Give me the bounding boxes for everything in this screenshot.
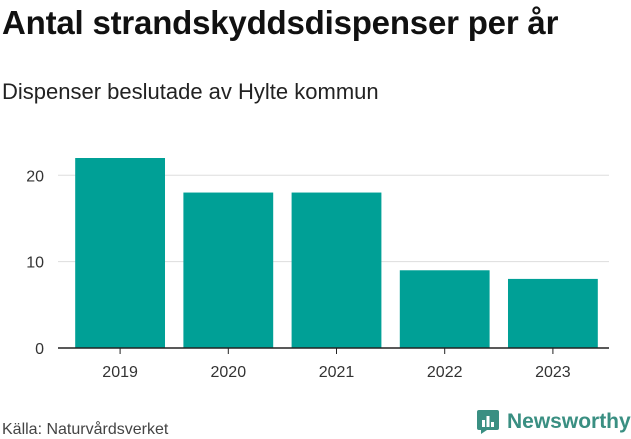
y-tick-label: 20	[26, 168, 44, 185]
source-note: Källa: Naturvårdsverket	[2, 421, 169, 438]
bar	[75, 158, 166, 348]
y-tick-label: 10	[26, 255, 44, 272]
x-tick-label: 2020	[211, 364, 247, 381]
bar	[507, 278, 598, 348]
chart-title: Antal strandskyddsdispenser per år	[2, 4, 559, 41]
x-tick-label: 2019	[102, 364, 138, 381]
x-tick-label: 2022	[427, 364, 463, 381]
chart-subtitle: Dispenser beslutade av Hylte kommun	[2, 79, 379, 104]
brand-mark: Newsworthy	[476, 409, 631, 435]
brand-name: Newsworthy	[507, 410, 631, 433]
bar	[399, 270, 490, 348]
bar	[291, 192, 382, 348]
y-tick-label: 0	[35, 341, 44, 358]
x-tick-label: 2021	[319, 364, 355, 381]
bar	[183, 192, 274, 348]
x-tick-label: 2023	[535, 364, 571, 381]
newsworthy-logo-icon	[477, 410, 499, 434]
